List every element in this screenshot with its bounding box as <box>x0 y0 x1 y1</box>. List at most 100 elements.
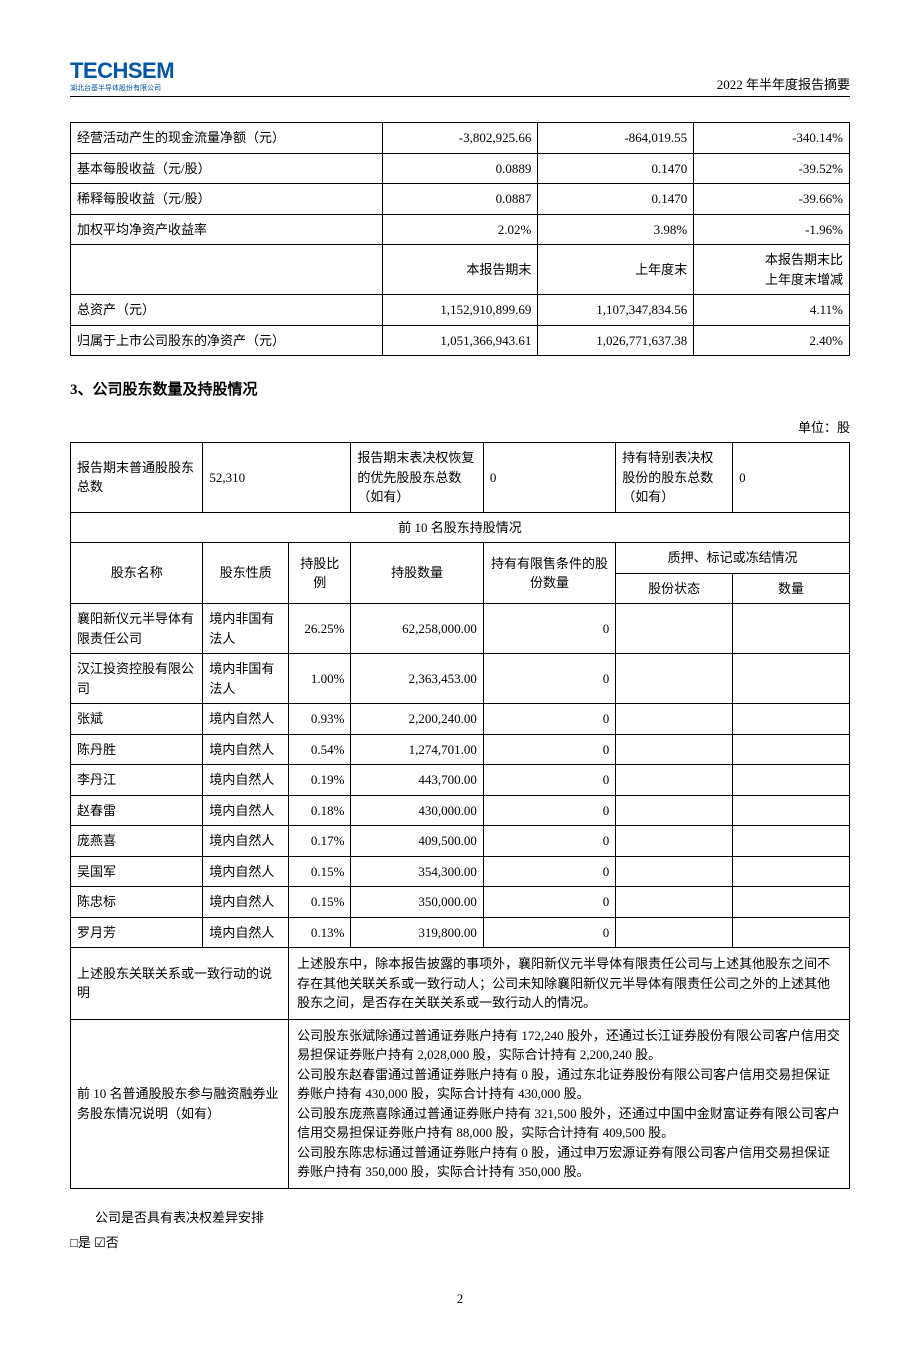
sh-summary-l3: 持有特别表决权股份的股东总数（如有） <box>616 443 733 513</box>
sh-pledge-qty <box>733 826 850 857</box>
table-row: 稀释每股收益（元/股） 0.0887 0.1470 -39.66% <box>71 184 850 215</box>
sh-pct: 0.15% <box>289 887 351 918</box>
sh-pledge-qty <box>733 654 850 704</box>
sh-restricted: 0 <box>483 856 615 887</box>
explain2-row: 前 10 名普通股股东参与融资融券业务股东情况说明（如有） 公司股东张斌除通过普… <box>71 1019 850 1188</box>
col-restricted: 持有有限售条件的股份数量 <box>483 543 615 604</box>
sh-summary-l2: 报告期末表决权恢复的优先股股东总数（如有） <box>351 443 483 513</box>
sh-restricted: 0 <box>483 654 615 704</box>
col-nature: 股东性质 <box>203 543 289 604</box>
fin-val-a: 0.0889 <box>382 153 538 184</box>
logo-main: TECHSEM <box>70 60 174 82</box>
sh-name: 庞燕喜 <box>71 826 203 857</box>
explain2-text: 公司股东张斌除通过普通证券账户持有 172,240 股外，还通过长江证券股份有限… <box>289 1019 850 1188</box>
sh-pledge-qty <box>733 604 850 654</box>
fin-val-a: 2.02% <box>382 214 538 245</box>
fin-label: 经营活动产生的现金流量净额（元） <box>71 123 383 154</box>
fin-val-c: -39.52% <box>694 153 850 184</box>
sh-pct: 0.15% <box>289 856 351 887</box>
sh-col-header-1: 股东名称 股东性质 持股比例 持股数量 持有有限售条件的股份数量 质押、标记或冻… <box>71 543 850 574</box>
fin-val-b: 0.1470 <box>538 184 694 215</box>
sh-nature: 境内非国有法人 <box>203 654 289 704</box>
sh-pledge-status <box>616 765 733 796</box>
sh-summary-row: 报告期末普通股股东总数 52,310 报告期末表决权恢复的优先股股东总数（如有）… <box>71 443 850 513</box>
table-row: 襄阳新仪元半导体有限责任公司 境内非国有法人 26.25% 62,258,000… <box>71 604 850 654</box>
sh-pct: 0.93% <box>289 704 351 735</box>
sh-pct: 0.17% <box>289 826 351 857</box>
sh-pct: 0.13% <box>289 917 351 948</box>
col-change-ratio: 本报告期末比上年度末增减 <box>694 245 850 295</box>
table-row: 赵春雷 境内自然人 0.18% 430,000.00 0 <box>71 795 850 826</box>
sh-pledge-qty <box>733 887 850 918</box>
shareholder-table: 报告期末普通股股东总数 52,310 报告期末表决权恢复的优先股股东总数（如有）… <box>70 442 850 1189</box>
explain2-label: 前 10 名普通股股东参与融资融券业务股东情况说明（如有） <box>71 1019 289 1188</box>
sh-summary-v1: 52,310 <box>203 443 351 513</box>
col-name: 股东名称 <box>71 543 203 604</box>
sh-nature: 境内非国有法人 <box>203 604 289 654</box>
sh-pledge-qty <box>733 704 850 735</box>
sh-pledge-status <box>616 654 733 704</box>
col-pct: 持股比例 <box>289 543 351 604</box>
fin-val-c: 2.40% <box>694 325 850 356</box>
sh-pledge-status <box>616 734 733 765</box>
fin-val-b: 1,107,347,834.56 <box>538 295 694 326</box>
sh-name: 李丹江 <box>71 765 203 796</box>
voting-diff-answer: □是 ☑否 <box>70 1232 850 1251</box>
col-pledge-qty: 数量 <box>733 573 850 604</box>
sh-pledge-status <box>616 795 733 826</box>
explain1-row: 上述股东关联关系或一致行动的说明 上述股东中，除本报告披露的事项外，襄阳新仪元半… <box>71 948 850 1020</box>
table-row: 加权平均净资产收益率 2.02% 3.98% -1.96% <box>71 214 850 245</box>
sh-name: 张斌 <box>71 704 203 735</box>
page-header: TECHSEM 湖北台基半导体股份有限公司 2022 年半年度报告摘要 <box>70 60 850 97</box>
sh-summary-l1: 报告期末普通股股东总数 <box>71 443 203 513</box>
sh-pledge-status <box>616 826 733 857</box>
fin-val-b: -864,019.55 <box>538 123 694 154</box>
sh-nature: 境内自然人 <box>203 765 289 796</box>
sh-pledge-status <box>616 917 733 948</box>
sh-name: 襄阳新仪元半导体有限责任公司 <box>71 604 203 654</box>
sh-pct: 0.54% <box>289 734 351 765</box>
fin-val-a: -3,802,925.66 <box>382 123 538 154</box>
sh-pledge-status <box>616 887 733 918</box>
col-pledge-status: 股份状态 <box>616 573 733 604</box>
sh-nature: 境内自然人 <box>203 734 289 765</box>
table-row: 庞燕喜 境内自然人 0.17% 409,500.00 0 <box>71 826 850 857</box>
sh-nature: 境内自然人 <box>203 917 289 948</box>
table-row: 经营活动产生的现金流量净额（元） -3,802,925.66 -864,019.… <box>71 123 850 154</box>
fin-val-a: 0.0887 <box>382 184 538 215</box>
table-row: 陈忠标 境内自然人 0.15% 350,000.00 0 <box>71 887 850 918</box>
fin-mid-header: 本报告期末 上年度末 本报告期末比上年度末增减 <box>71 245 850 295</box>
col-prev-year-end: 上年度末 <box>538 245 694 295</box>
fin-val-b: 3.98% <box>538 214 694 245</box>
sh-nature: 境内自然人 <box>203 856 289 887</box>
sh-pct: 0.19% <box>289 765 351 796</box>
table-row: 总资产（元） 1,152,910,899.69 1,107,347,834.56… <box>71 295 850 326</box>
sh-summary-v3: 0 <box>733 443 850 513</box>
sh-qty: 430,000.00 <box>351 795 483 826</box>
sh-pledge-status <box>616 604 733 654</box>
sh-restricted: 0 <box>483 765 615 796</box>
sh-name: 吴国军 <box>71 856 203 887</box>
table-row: 归属于上市公司股东的净资产（元） 1,051,366,943.61 1,026,… <box>71 325 850 356</box>
sh-pledge-qty <box>733 734 850 765</box>
sh-restricted: 0 <box>483 826 615 857</box>
sh-restricted: 0 <box>483 917 615 948</box>
page-number: 2 <box>70 1291 850 1307</box>
sh-restricted: 0 <box>483 887 615 918</box>
sh-summary-v2: 0 <box>483 443 615 513</box>
fin-val-b: 1,026,771,637.38 <box>538 325 694 356</box>
fin-val-c: -39.66% <box>694 184 850 215</box>
sh-qty: 409,500.00 <box>351 826 483 857</box>
fin-val-b: 0.1470 <box>538 153 694 184</box>
col-pledge: 质押、标记或冻结情况 <box>616 543 850 574</box>
table-row: 张斌 境内自然人 0.93% 2,200,240.00 0 <box>71 704 850 735</box>
explain1-label: 上述股东关联关系或一致行动的说明 <box>71 948 289 1020</box>
logo: TECHSEM 湖北台基半导体股份有限公司 <box>70 60 174 93</box>
sh-pct: 1.00% <box>289 654 351 704</box>
sh-name: 汉江投资控股有限公司 <box>71 654 203 704</box>
table-row: 罗月芳 境内自然人 0.13% 319,800.00 0 <box>71 917 850 948</box>
sh-pct: 0.18% <box>289 795 351 826</box>
sh-name: 赵春雷 <box>71 795 203 826</box>
col-period-end: 本报告期末 <box>382 245 538 295</box>
fin-label: 总资产（元） <box>71 295 383 326</box>
